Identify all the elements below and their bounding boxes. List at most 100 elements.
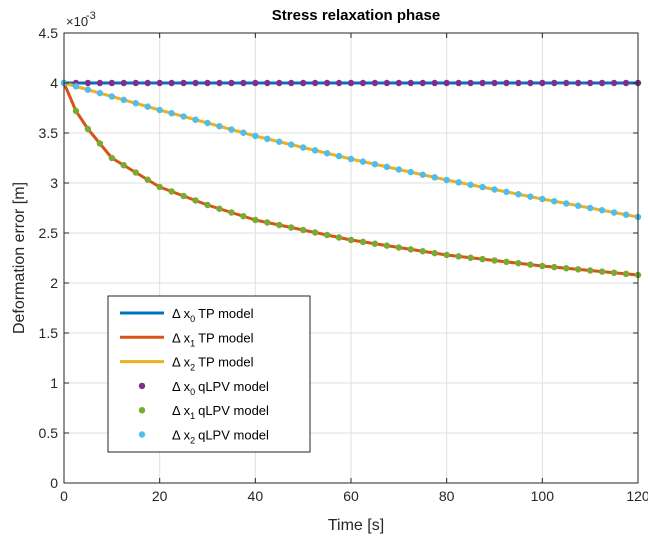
data-point — [611, 270, 617, 276]
data-point — [73, 83, 79, 89]
data-point — [491, 186, 497, 192]
data-point — [467, 182, 473, 188]
data-point — [575, 80, 581, 86]
legend-suffix: TP model — [198, 355, 254, 370]
data-point — [216, 80, 222, 86]
legend-subscript: 2 — [190, 363, 195, 373]
data-point — [228, 126, 234, 132]
y-tick-label: 0 — [50, 475, 58, 491]
legend-swatch-marker — [139, 407, 145, 413]
data-point — [336, 234, 342, 240]
data-point — [133, 169, 139, 175]
data-point — [73, 108, 79, 114]
data-point — [288, 141, 294, 147]
data-point — [455, 179, 461, 185]
data-point — [204, 202, 210, 208]
legend-symbol: Δ x — [172, 428, 191, 443]
data-point — [539, 263, 545, 269]
data-point — [85, 126, 91, 132]
data-point — [384, 80, 390, 86]
legend-subscript: 0 — [190, 314, 195, 324]
data-point — [432, 174, 438, 180]
data-point — [623, 212, 629, 218]
legend-symbol: Δ x — [172, 306, 191, 321]
legend: Δ x0 TP modelΔ x1 TP modelΔ x2 TP modelΔ x0… — [108, 296, 310, 452]
data-point — [396, 166, 402, 172]
data-point — [252, 133, 258, 139]
data-point — [300, 80, 306, 86]
data-point — [360, 158, 366, 164]
data-point — [97, 80, 103, 86]
y-tick-label: 1 — [50, 375, 58, 391]
legend-subscript: 0 — [190, 387, 195, 397]
legend-symbol: Δ x — [172, 403, 191, 418]
data-point — [455, 80, 461, 86]
data-point — [121, 162, 127, 168]
data-point — [432, 250, 438, 256]
data-point — [85, 87, 91, 93]
data-point — [145, 103, 151, 109]
data-point — [396, 80, 402, 86]
data-point — [312, 80, 318, 86]
legend-suffix: qLPV model — [198, 403, 269, 418]
x-tick-label: 100 — [531, 488, 555, 504]
data-point — [240, 213, 246, 219]
data-point — [396, 244, 402, 250]
data-point — [563, 265, 569, 271]
data-point — [300, 144, 306, 150]
data-point — [264, 219, 270, 225]
data-point — [611, 209, 617, 215]
data-point — [156, 107, 162, 113]
data-point — [360, 80, 366, 86]
data-point — [336, 153, 342, 159]
data-point — [228, 80, 234, 86]
data-point — [587, 267, 593, 273]
data-point — [420, 248, 426, 254]
data-point — [408, 246, 414, 252]
data-point — [432, 80, 438, 86]
data-point — [443, 177, 449, 183]
legend-suffix: qLPV model — [198, 379, 269, 394]
data-point — [192, 80, 198, 86]
data-point — [479, 256, 485, 262]
y-axis-label: Deformation error [m] — [11, 182, 28, 334]
legend-symbol: Δ x — [172, 355, 191, 370]
y-tick-label: 1.5 — [39, 325, 59, 341]
data-point — [180, 193, 186, 199]
legend-subscript: 1 — [190, 411, 195, 421]
y-exponent: ×10 -3 — [66, 10, 96, 29]
y-exponent-power: -3 — [86, 10, 96, 22]
data-point — [264, 136, 270, 142]
data-point — [515, 80, 521, 86]
data-point — [515, 191, 521, 197]
data-point — [324, 232, 330, 238]
data-point — [180, 113, 186, 119]
data-point — [121, 97, 127, 103]
data-point — [491, 80, 497, 86]
data-point — [300, 227, 306, 233]
data-point — [503, 80, 509, 86]
data-point — [168, 188, 174, 194]
data-point — [420, 172, 426, 178]
x-tick-label: 40 — [248, 488, 264, 504]
data-point — [372, 161, 378, 167]
data-point — [264, 80, 270, 86]
x-tick-label: 0 — [60, 488, 68, 504]
data-point — [479, 80, 485, 86]
data-point — [408, 169, 414, 175]
legend-suffix: TP model — [198, 330, 254, 345]
data-point — [121, 80, 127, 86]
legend-subscript: 2 — [190, 436, 195, 446]
data-point — [85, 80, 91, 86]
legend-swatch-marker — [139, 431, 145, 437]
data-point — [599, 80, 605, 86]
data-point — [527, 80, 533, 86]
data-point — [228, 209, 234, 215]
data-point — [145, 80, 151, 86]
data-point — [539, 196, 545, 202]
data-point — [133, 100, 139, 106]
data-point — [276, 80, 282, 86]
data-point — [623, 271, 629, 277]
data-point — [216, 206, 222, 212]
data-point — [97, 140, 103, 146]
